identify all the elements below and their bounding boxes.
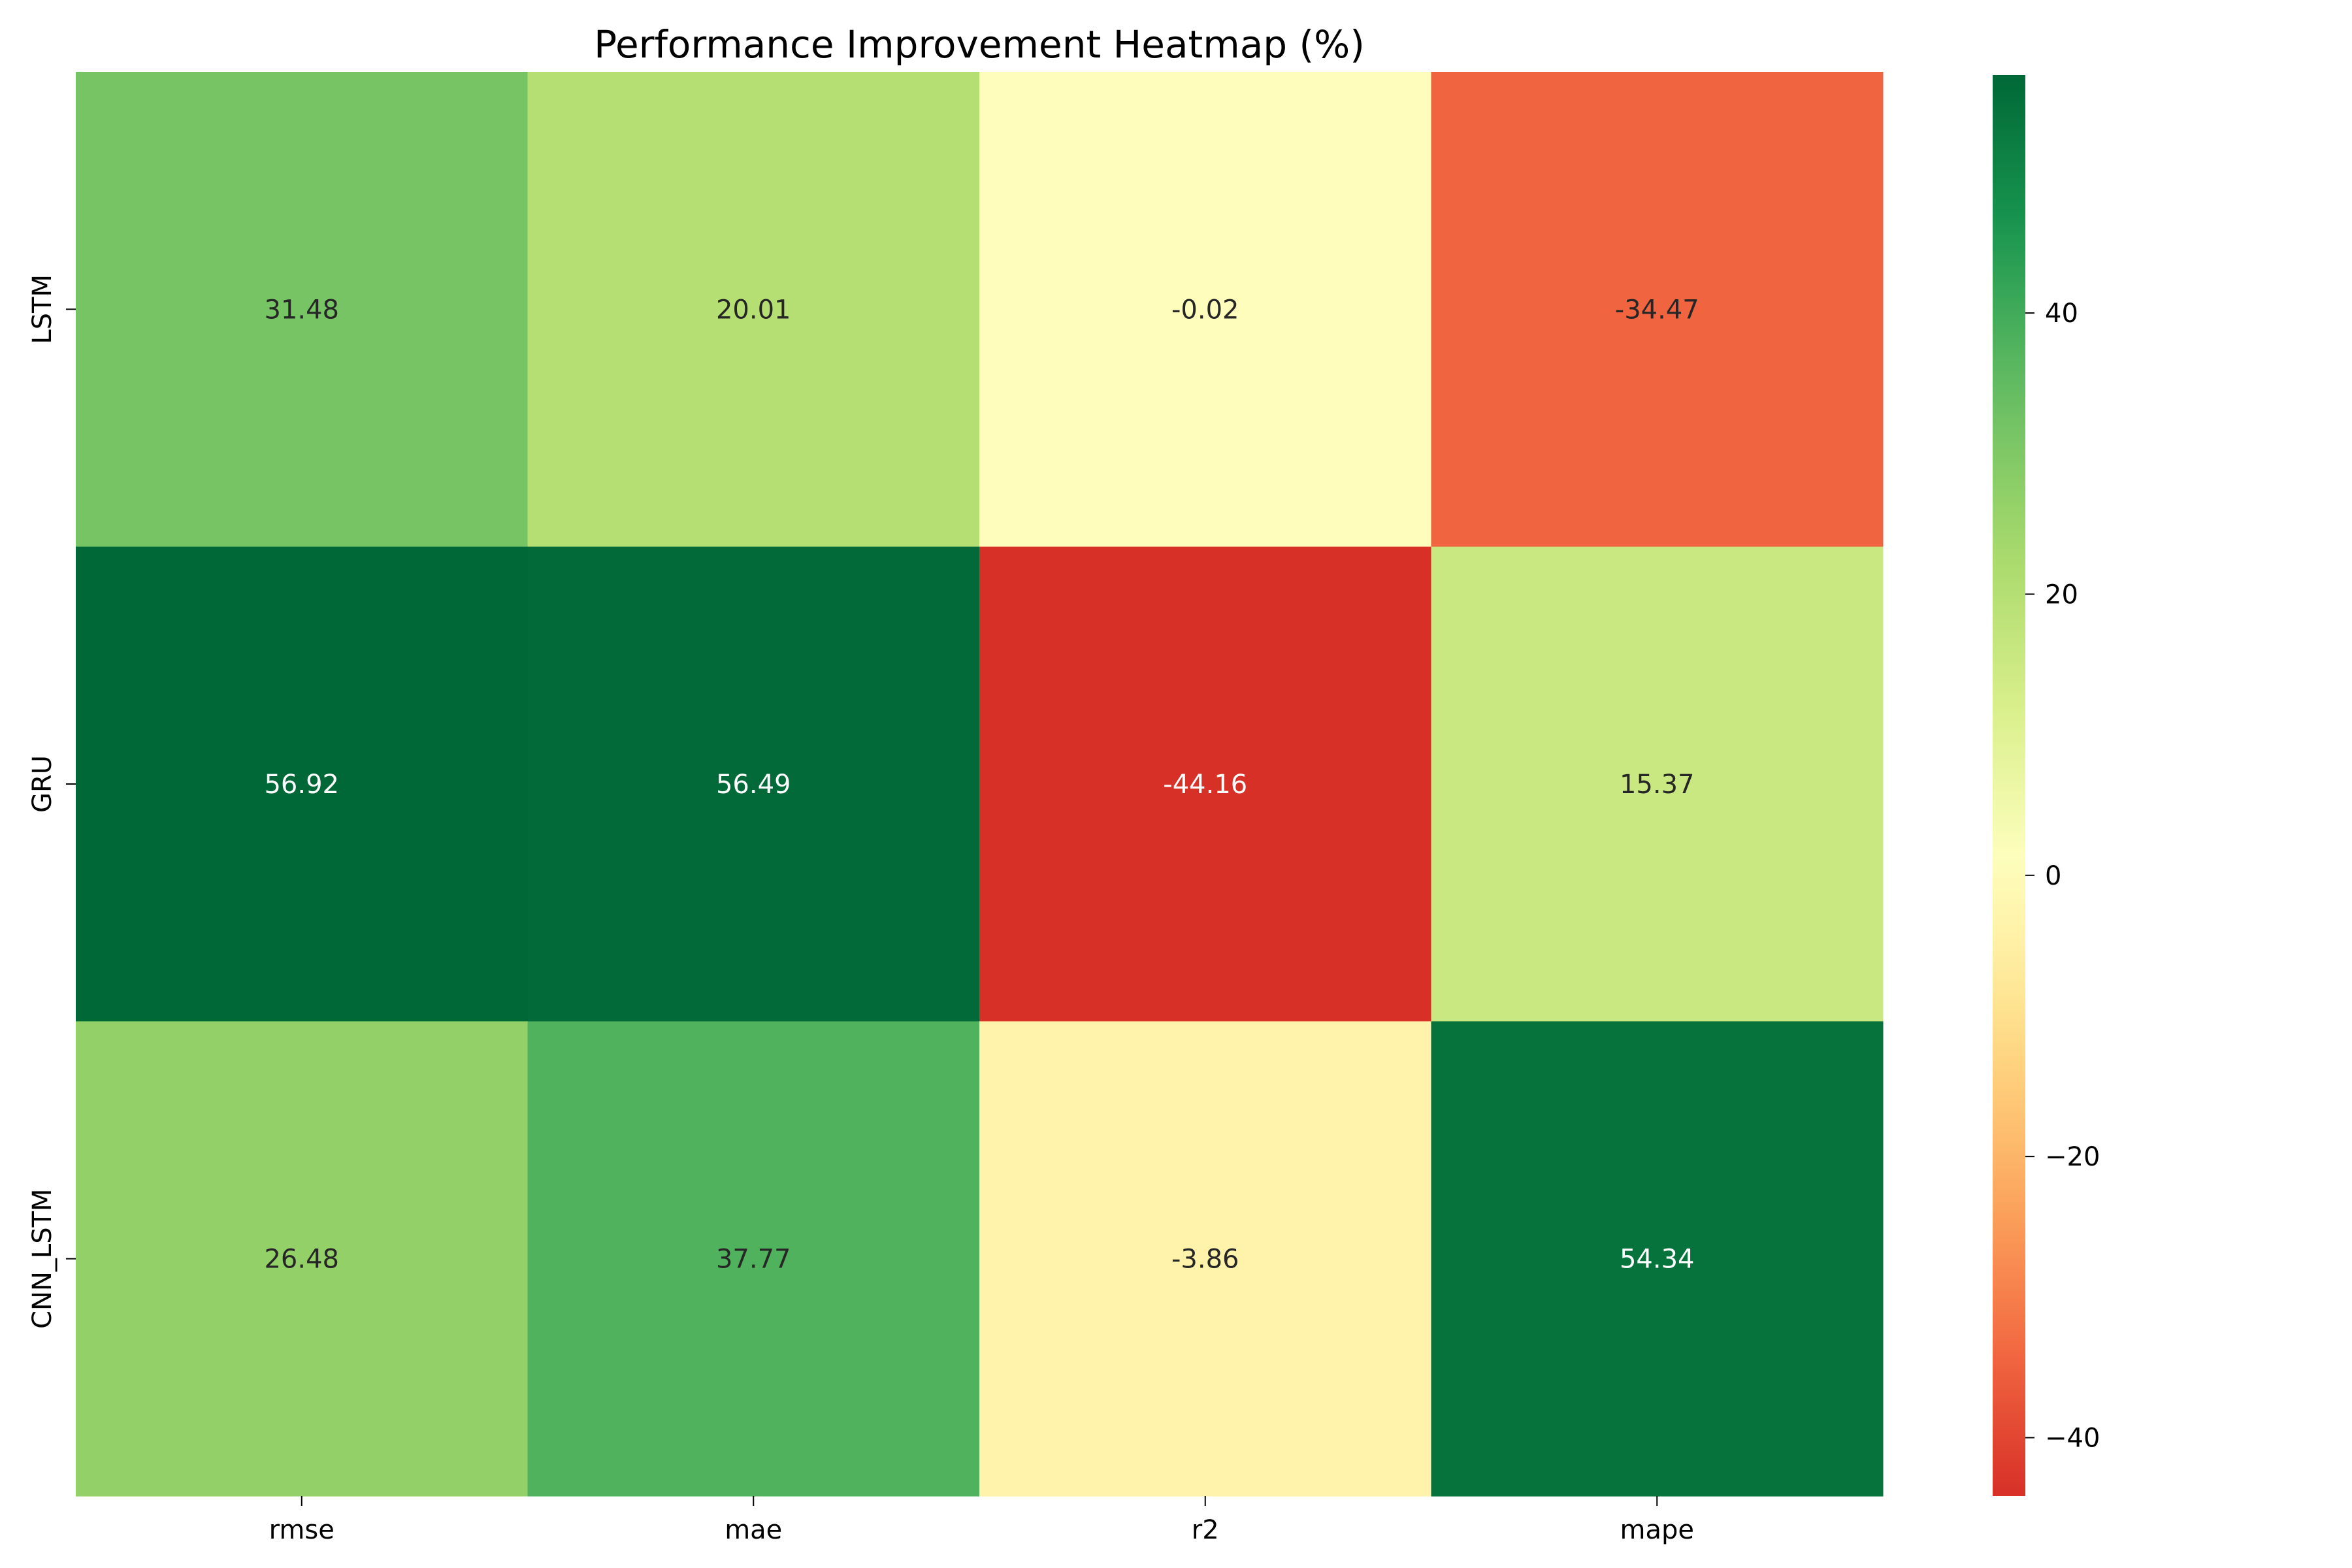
heatmap-cell: [979, 546, 1431, 1022]
y-tick-label: LSTM: [27, 274, 57, 344]
y-axis: LSTM GRU CNN_LSTM: [27, 274, 76, 1329]
cell-value-label: -0.02: [1171, 295, 1239, 325]
x-tick-label: r2: [1192, 1515, 1219, 1545]
cell-value-label: -3.86: [1171, 1245, 1239, 1275]
x-axis: rmse mae r2 mape: [269, 1496, 1694, 1545]
heatmap-cell: [1431, 1021, 1884, 1497]
cell-value-label: 31.48: [264, 295, 339, 325]
colorbar-tick-label: 40: [2045, 299, 2078, 329]
heatmap-cell: [1431, 72, 1884, 547]
cell-value-label: 54.34: [1620, 1245, 1695, 1275]
heatmap-cell: [76, 72, 528, 547]
cell-value-label: 26.48: [264, 1245, 339, 1275]
colorbar-tick-label: 0: [2045, 861, 2061, 891]
heatmap-cell: [527, 72, 980, 547]
x-tick-label: mae: [725, 1515, 782, 1545]
cell-value-label: -34.47: [1615, 295, 1699, 325]
heatmap-cell: [76, 546, 528, 1022]
colorbar-gradient: [1993, 75, 2025, 1496]
cell-value-labels: 31.48 20.01 -0.02 -34.47 56.92 56.49 -44.16 15.…: [264, 295, 1699, 1274]
cell-value-label: 20.01: [716, 295, 791, 325]
x-tick-label: rmse: [269, 1515, 335, 1545]
cell-value-label: 15.37: [1620, 770, 1695, 800]
colorbar: 40 20 0 −20 −40: [1993, 75, 2100, 1496]
chart-title: Performance Improvement Heatmap (%): [594, 22, 1365, 67]
cell-value-label: 37.77: [716, 1245, 791, 1275]
heatmap-cells: [76, 72, 1884, 1497]
colorbar-tick-label: −20: [2045, 1142, 2100, 1172]
y-tick-label: GRU: [27, 755, 57, 813]
heatmap-cell: [1431, 546, 1884, 1022]
heatmap-cell: [979, 1021, 1431, 1497]
cell-value-label: -44.16: [1163, 770, 1247, 800]
heatmap-cell: [527, 546, 980, 1022]
y-tick-label: CNN_LSTM: [27, 1188, 57, 1328]
heatmap-cell: [979, 72, 1431, 547]
colorbar-tick-label: 20: [2045, 580, 2078, 610]
x-tick-label: mape: [1620, 1515, 1694, 1545]
cell-value-label: 56.92: [264, 770, 339, 800]
cell-value-label: 56.49: [716, 770, 791, 800]
colorbar-tick-label: −40: [2045, 1423, 2100, 1453]
heatmap-cell: [76, 1021, 528, 1497]
heatmap-cell: [527, 1021, 980, 1497]
